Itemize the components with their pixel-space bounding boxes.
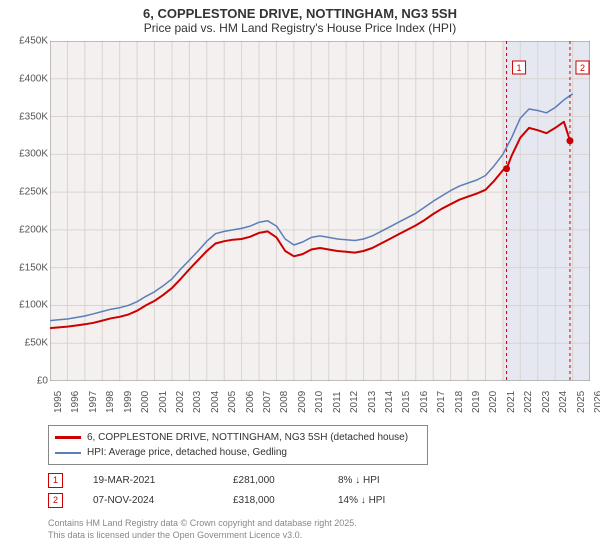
- xtick-label: 2011: [332, 391, 343, 413]
- marker-dot-1: [503, 165, 510, 172]
- xtick-label: 2022: [523, 391, 534, 413]
- ytick-label: £400K: [19, 73, 48, 84]
- marker-table: 1 19-MAR-2021£281,0008% ↓ HPI 2 07-NOV-2024…: [48, 470, 548, 510]
- svg-text:2: 2: [580, 63, 585, 73]
- xtick-label: 2009: [297, 391, 308, 413]
- legend-label: HPI: Average price, detached house, Gedl…: [87, 447, 287, 458]
- ytick-label: £100K: [19, 300, 48, 311]
- xtick-label: 2024: [558, 391, 569, 413]
- legend-label: 6, COPPLESTONE DRIVE, NOTTINGHAM, NG3 5S…: [87, 432, 408, 443]
- xtick-label: 2015: [401, 391, 412, 413]
- marker-badge-1: 1: [513, 61, 526, 74]
- xtick-label: 2026: [593, 391, 600, 413]
- ytick-label: £50K: [25, 338, 48, 349]
- ytick-label: £250K: [19, 187, 48, 198]
- footer-attribution: Contains HM Land Registry data © Crown c…: [48, 518, 357, 541]
- highlight-band: [503, 41, 590, 381]
- marker-row-date: 07-NOV-2024: [93, 495, 233, 506]
- xtick-label: 1995: [53, 391, 64, 413]
- marker-badge-2: 2: [576, 61, 589, 74]
- xtick-label: 2021: [506, 391, 517, 413]
- ytick-label: £0: [37, 376, 48, 387]
- xtick-label: 2000: [140, 391, 151, 413]
- xtick-label: 2023: [541, 391, 552, 413]
- xtick-label: 2004: [210, 391, 221, 413]
- xtick-label: 2005: [227, 391, 238, 413]
- legend: 6, COPPLESTONE DRIVE, NOTTINGHAM, NG3 5S…: [48, 425, 428, 465]
- xtick-label: 1997: [88, 391, 99, 413]
- xtick-label: 2017: [436, 391, 447, 413]
- xtick-label: 2019: [471, 391, 482, 413]
- marker-row-badge: 1: [48, 473, 63, 488]
- footer-line1: Contains HM Land Registry data © Crown c…: [48, 518, 357, 530]
- chart-title-line2: Price paid vs. HM Land Registry's House …: [0, 21, 600, 39]
- xtick-label: 2006: [245, 391, 256, 413]
- marker-row-date: 19-MAR-2021: [93, 475, 233, 486]
- chart-plot-area: 12: [50, 41, 590, 381]
- xtick-label: 2016: [419, 391, 430, 413]
- marker-row-price: £318,000: [233, 495, 338, 506]
- xtick-label: 2014: [384, 391, 395, 413]
- xtick-label: 2025: [576, 391, 587, 413]
- ytick-label: £200K: [19, 224, 48, 235]
- xtick-label: 2008: [279, 391, 290, 413]
- xtick-label: 2013: [367, 391, 378, 413]
- xtick-label: 2003: [192, 391, 203, 413]
- xtick-label: 2020: [488, 391, 499, 413]
- marker-row-diff: 14% ↓ HPI: [338, 495, 438, 506]
- marker-row-diff: 8% ↓ HPI: [338, 475, 438, 486]
- xtick-label: 1998: [105, 391, 116, 413]
- ytick-label: £450K: [19, 36, 48, 47]
- marker-row: 1 19-MAR-2021£281,0008% ↓ HPI: [48, 470, 548, 490]
- line-chart-svg: 12: [50, 41, 590, 381]
- footer-line2: This data is licensed under the Open Gov…: [48, 530, 357, 542]
- xtick-label: 1996: [70, 391, 81, 413]
- xtick-label: 2001: [158, 391, 169, 413]
- xtick-label: 2018: [454, 391, 465, 413]
- xtick-label: 2012: [349, 391, 360, 413]
- marker-row: 2 07-NOV-2024£318,00014% ↓ HPI: [48, 490, 548, 510]
- xtick-label: 1999: [123, 391, 134, 413]
- xtick-label: 2010: [314, 391, 325, 413]
- marker-dot-2: [566, 137, 573, 144]
- legend-swatch: [55, 436, 81, 439]
- marker-row-badge: 2: [48, 493, 63, 508]
- chart-title-line1: 6, COPPLESTONE DRIVE, NOTTINGHAM, NG3 5S…: [0, 0, 600, 21]
- ytick-label: £350K: [19, 111, 48, 122]
- svg-text:1: 1: [517, 63, 522, 73]
- xtick-label: 2007: [262, 391, 273, 413]
- legend-item: 6, COPPLESTONE DRIVE, NOTTINGHAM, NG3 5S…: [55, 430, 421, 445]
- ytick-label: £150K: [19, 262, 48, 273]
- xtick-label: 2002: [175, 391, 186, 413]
- ytick-label: £300K: [19, 149, 48, 160]
- legend-item: HPI: Average price, detached house, Gedl…: [55, 445, 421, 460]
- legend-swatch: [55, 452, 81, 454]
- marker-row-price: £281,000: [233, 475, 338, 486]
